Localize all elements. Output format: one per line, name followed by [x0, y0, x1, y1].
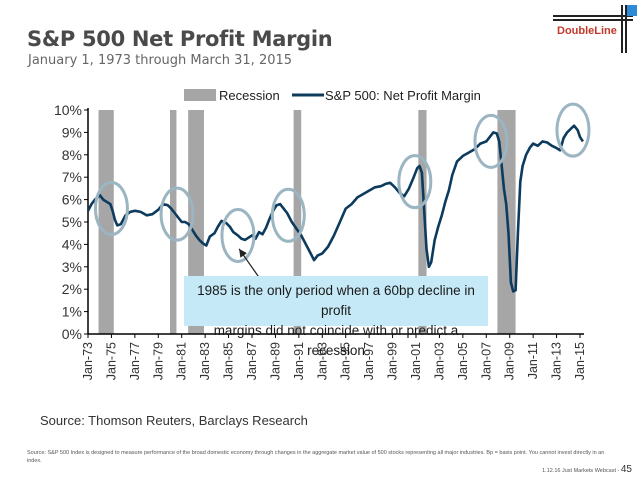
y-tick-label: 5% — [62, 214, 82, 230]
y-tick-label: 0% — [62, 326, 82, 342]
y-tick-label: 10% — [54, 102, 82, 118]
y-tick-label: 9% — [62, 124, 82, 140]
highlight-circle — [270, 187, 306, 243]
x-tick-label: Jan-97 — [362, 342, 376, 380]
y-tick-label: 8% — [62, 147, 82, 163]
x-tick-label: Jan-09 — [503, 342, 517, 380]
callout-line-2: margins did not coincide with or predict… — [213, 323, 459, 358]
x-tick-label: Jan-03 — [432, 342, 446, 380]
disclaimer-text: Source: S&P 500 Index is designed to mea… — [27, 450, 605, 464]
x-tick-label: Jan-73 — [81, 342, 95, 380]
recession-band — [293, 110, 302, 334]
series-line-net-profit-margin — [86, 124, 584, 293]
recession-band — [98, 110, 114, 334]
callout-box: 1985 is the only period when a 60bp decl… — [184, 276, 488, 358]
x-tick-label: Jan-81 — [175, 342, 189, 380]
x-tick-label: Jan-93 — [315, 342, 329, 380]
footer: 1.12.16 Just Markets Webcast - 45 — [542, 464, 632, 475]
logo-text: DoubleLine — [557, 25, 617, 37]
logo-square — [627, 5, 637, 16]
x-tick-label: Jan-85 — [222, 342, 236, 380]
logo-line — [625, 5, 627, 53]
y-tick-label: 3% — [62, 259, 82, 275]
logo-line — [553, 19, 633, 21]
y-tick-label: 6% — [62, 192, 82, 208]
x-tick-label: Jan-07 — [479, 342, 493, 380]
y-tick-label: 7% — [62, 169, 82, 185]
x-tick-label: Jan-01 — [409, 342, 423, 380]
page-number: 45 — [620, 464, 632, 475]
callout-line-1: 1985 is the only period when a 60bp decl… — [197, 283, 475, 318]
x-tick-label: Jan-15 — [573, 342, 587, 380]
annotations — [93, 102, 591, 283]
x-tick-label: Jan-87 — [245, 342, 259, 380]
highlight-circle — [397, 154, 433, 210]
highlight-circle — [555, 102, 591, 158]
page-subtitle: January 1, 1973 through March 31, 2015 — [28, 53, 293, 68]
x-tick-label: Jan-89 — [268, 342, 282, 380]
x-tick-label: Jan-13 — [550, 342, 564, 380]
x-tick-label: Jan-79 — [151, 342, 165, 380]
highlight-circle — [220, 207, 256, 263]
y-tick-label: 1% — [62, 304, 82, 320]
source-note: Source: Thomson Reuters, Barclays Resear… — [40, 413, 308, 428]
x-tick-label: Jan-11 — [526, 342, 540, 379]
arrow-head-icon — [239, 248, 247, 258]
axes: 0% 1% 2% 3% 4% 5% 6% 7% 8% 9% 10% Jan-73 Jan-75 Jan-7… — [54, 102, 587, 380]
page-title: S&P 500 Net Profit Margin — [27, 27, 333, 51]
y-tick-label: 4% — [62, 236, 82, 252]
legend-recession-label: Recession — [219, 88, 280, 103]
recession-band — [418, 110, 427, 334]
legend: Recession S&P 500: Net Profit Margin — [184, 88, 481, 103]
logo-line — [621, 5, 623, 53]
logo-line — [553, 15, 633, 17]
x-tick-label: Jan-77 — [128, 342, 142, 380]
x-tick-label: Jan-83 — [198, 342, 212, 380]
y-tick-label: 2% — [62, 281, 82, 297]
doubleline-logo: DoubleLine — [553, 2, 637, 53]
recession-band — [170, 110, 177, 334]
x-tick-label: Jan-05 — [456, 342, 470, 380]
x-tick-label: Jan-99 — [386, 342, 400, 380]
footer-text: 1.12.16 Just Markets Webcast - — [542, 468, 621, 474]
highlight-circle — [159, 186, 195, 242]
legend-line-label: S&P 500: Net Profit Margin — [325, 88, 481, 103]
x-tick-label: Jan-95 — [339, 342, 353, 380]
series-lines — [86, 124, 584, 293]
highlight-circle — [473, 113, 509, 169]
legend-recession-swatch — [184, 89, 216, 101]
x-tick-label: Jan-91 — [292, 342, 306, 380]
x-tick-label: Jan-75 — [104, 342, 118, 380]
highlight-circle — [93, 181, 129, 237]
